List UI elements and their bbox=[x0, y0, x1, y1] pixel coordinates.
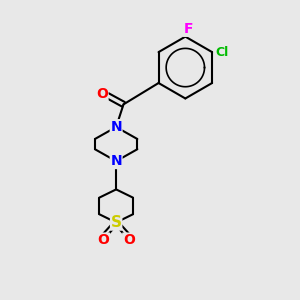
Text: Cl: Cl bbox=[216, 46, 229, 59]
Text: S: S bbox=[111, 215, 122, 230]
Text: N: N bbox=[110, 154, 122, 169]
Text: O: O bbox=[98, 233, 110, 247]
Text: F: F bbox=[184, 22, 193, 36]
Text: O: O bbox=[123, 233, 135, 247]
Text: N: N bbox=[110, 120, 122, 134]
Text: O: O bbox=[96, 87, 108, 101]
